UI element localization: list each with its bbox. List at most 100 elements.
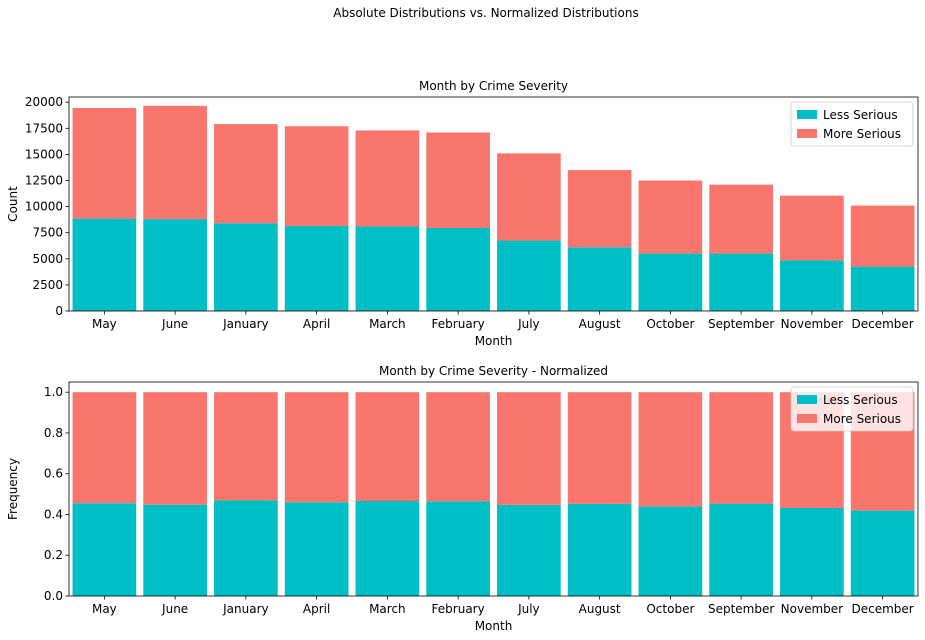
y-tick-label: 20000 — [25, 95, 63, 109]
bar-more-serious-january — [214, 124, 278, 224]
x-tick-label-april: April — [303, 602, 330, 616]
x-tick-label-june: June — [161, 602, 188, 616]
bar-more-serious-august — [567, 170, 632, 248]
bar-less-serious-january — [214, 223, 278, 311]
bar-more-serious-july — [497, 392, 561, 505]
x-axis-label: Month — [475, 334, 513, 348]
bar-less-serious-april — [284, 225, 349, 311]
y-tick-label: 12500 — [25, 174, 63, 188]
y-tick-label: 2500 — [32, 278, 63, 292]
bar-less-serious-february — [426, 228, 490, 311]
chart-title: Month by Crime Severity — [419, 79, 568, 93]
bar-more-serious-april — [284, 126, 349, 226]
bar-more-serious-october — [638, 392, 703, 507]
x-tick-label-september: September — [708, 602, 774, 616]
x-tick-label-september: September — [708, 317, 774, 331]
bar-less-serious-march — [355, 226, 420, 311]
bar-less-serious-december — [850, 510, 915, 596]
legend: Less Serious More Serious — [790, 101, 914, 147]
bar-less-serious-september — [709, 253, 773, 311]
absolute-chart: Month by Crime Severity 0 2500 5000 7500 1000… — [6, 79, 919, 348]
legend-swatch-less-serious — [797, 110, 817, 119]
bar-more-serious-may — [72, 392, 137, 504]
y-tick-label: 0.6 — [44, 467, 63, 481]
x-tick-label-february: February — [432, 602, 485, 616]
x-tick-label-october: October — [646, 602, 694, 616]
x-tick-label-january: January — [222, 317, 269, 331]
y-tick-label: 0.4 — [44, 507, 63, 521]
bar-more-serious-march — [355, 392, 420, 502]
legend-swatch-less-serious — [797, 395, 817, 404]
bar-less-serious-july — [497, 504, 561, 596]
x-axis-label: Month — [475, 619, 513, 633]
bar-more-serious-december — [850, 205, 915, 267]
bar-more-serious-may — [72, 107, 137, 219]
x-tick-label-april: April — [303, 317, 330, 331]
bar-less-serious-november — [780, 260, 844, 311]
legend-label-less-serious: Less Serious — [823, 108, 898, 122]
bar-less-serious-february — [426, 501, 490, 596]
y-tick-label: 0.8 — [44, 426, 63, 440]
bar-more-serious-june — [143, 105, 207, 220]
bar-less-serious-august — [567, 503, 632, 596]
y-tick-label: 10000 — [25, 200, 63, 214]
y-tick-label: 0.2 — [44, 548, 63, 562]
bar-more-serious-august — [567, 392, 632, 504]
bar-less-serious-december — [850, 266, 915, 311]
x-tick-label-february: February — [432, 317, 485, 331]
y-tick-label: 17500 — [25, 121, 63, 135]
y-axis-label: Count — [6, 186, 20, 222]
x-tick-label-march: March — [369, 317, 406, 331]
bar-more-serious-july — [497, 153, 561, 241]
y-tick-label: 5000 — [32, 252, 63, 266]
x-tick-label-july: July — [517, 317, 540, 331]
legend-box — [790, 386, 914, 432]
x-tick-label-march: March — [369, 602, 406, 616]
x-tick-label-june: June — [161, 317, 188, 331]
y-tick-label: 1.0 — [44, 385, 63, 399]
y-tick-label: 15000 — [25, 147, 63, 161]
bar-less-serious-may — [72, 503, 137, 596]
bar-less-serious-november — [780, 507, 844, 596]
legend: Less Serious More Serious — [790, 386, 914, 432]
bar-more-serious-september — [709, 184, 773, 254]
x-tick-label-november: November — [781, 602, 843, 616]
bar-more-serious-april — [284, 392, 349, 503]
bar-less-serious-august — [567, 247, 632, 311]
legend-label-more-serious: More Serious — [823, 412, 901, 426]
legend-swatch-more-serious — [797, 414, 817, 423]
normalized-chart: Month by Crime Severity - Normalized 0.0 0… — [6, 364, 919, 633]
chart-title: Month by Crime Severity - Normalized — [379, 364, 608, 378]
bar-less-serious-april — [284, 502, 349, 596]
bar-less-serious-october — [638, 253, 703, 311]
x-tick-label-january: January — [222, 602, 269, 616]
x-tick-label-july: July — [517, 602, 540, 616]
bar-less-serious-march — [355, 501, 420, 596]
bar-less-serious-october — [638, 506, 703, 596]
x-tick-label-october: October — [646, 317, 694, 331]
bar-more-serious-february — [426, 132, 490, 229]
bar-more-serious-january — [214, 392, 278, 501]
x-tick-label-november: November — [781, 317, 843, 331]
bar-less-serious-june — [143, 504, 207, 596]
y-tick-label: 0 — [55, 304, 63, 318]
y-tick-label: 7500 — [32, 226, 63, 240]
x-tick-label-august: August — [579, 602, 621, 616]
legend-label-less-serious: Less Serious — [823, 393, 898, 407]
axes-frame — [68, 96, 919, 312]
x-tick-label-december: December — [852, 317, 914, 331]
bar-more-serious-february — [426, 392, 490, 502]
x-tick-label-august: August — [579, 317, 621, 331]
figure-title: Absolute Distributions vs. Normalized Di… — [333, 6, 638, 20]
x-tick-label-may: May — [92, 602, 117, 616]
y-tick-label: 0.0 — [44, 589, 63, 603]
legend-swatch-more-serious — [797, 129, 817, 138]
axes-frame — [68, 381, 919, 597]
bar-more-serious-march — [355, 130, 420, 227]
bar-more-serious-september — [709, 392, 773, 504]
bar-less-serious-july — [497, 240, 561, 311]
legend-box — [790, 101, 914, 147]
bar-less-serious-january — [214, 500, 278, 596]
y-axis-label: Frequency — [6, 458, 20, 520]
